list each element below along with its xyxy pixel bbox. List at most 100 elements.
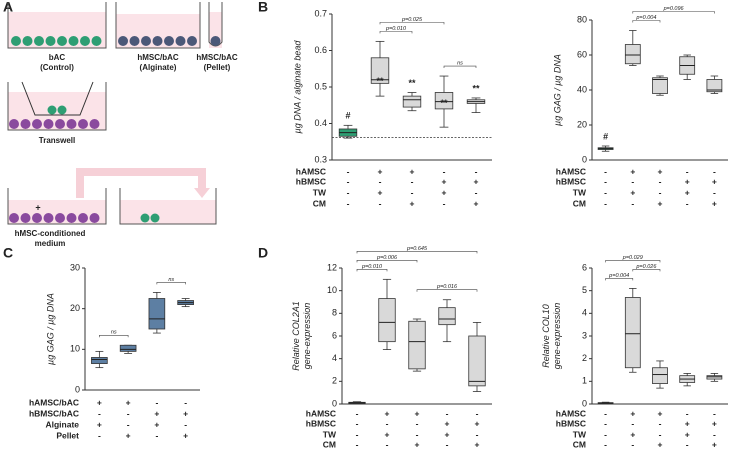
well: [7, 82, 107, 131]
box: [148, 298, 166, 330]
cell: [55, 213, 65, 223]
box: [468, 335, 486, 387]
well: [7, 188, 107, 225]
condition-sign: -: [604, 408, 607, 418]
condition-sign: -: [347, 198, 350, 208]
box: [402, 95, 422, 108]
cell: [66, 213, 77, 223]
condition-sign: +: [630, 166, 635, 176]
cell: [141, 36, 151, 46]
well: [115, 2, 201, 49]
y-tick-label: 0: [332, 398, 337, 408]
significance-bracket: [99, 334, 129, 338]
condition-sign: +: [685, 429, 690, 439]
y-tick-label: 20: [577, 119, 587, 129]
condition-sign: -: [127, 419, 130, 429]
condition-sign: +: [415, 439, 420, 449]
condition-sign: +: [442, 176, 447, 186]
condition-sign: -: [356, 418, 359, 428]
well-label: (Pellet): [204, 63, 231, 72]
well-label: hMSC-conditioned: [15, 229, 86, 238]
condition-sign: -: [604, 429, 607, 439]
significance-label: p=0.026: [635, 264, 657, 270]
condition-label: hAMSC: [556, 166, 586, 176]
cell: [66, 119, 77, 129]
panel-label: D: [258, 245, 268, 261]
condition-sign: +: [712, 418, 717, 428]
bead: [140, 213, 150, 223]
condition-sign: +: [126, 430, 131, 440]
box: [434, 92, 454, 110]
condition-label: hAMSC: [306, 408, 336, 418]
condition-sign: -: [686, 198, 689, 208]
significance-bracket: [416, 289, 478, 292]
significance-bracket: [356, 269, 388, 272]
significance-label: p=0.006: [376, 255, 398, 261]
condition-sign: +: [97, 397, 102, 407]
condition-sign: -: [713, 187, 716, 197]
y-tick-label: 30: [70, 262, 80, 272]
condition-sign: -: [98, 408, 101, 418]
significance-label: p=0.025: [401, 17, 423, 23]
condition-sign: +: [410, 198, 415, 208]
annotation: **: [376, 76, 384, 86]
pellet: [210, 36, 221, 46]
condition-sign: -: [347, 176, 350, 186]
well-label: (Control): [40, 63, 74, 72]
condition-label: CM: [573, 198, 586, 208]
condition-sign: -: [604, 187, 607, 197]
significance-bracket: [632, 20, 661, 23]
cell: [55, 119, 65, 129]
significance-bracket: [356, 260, 418, 263]
condition-sign: -: [347, 187, 350, 197]
cell: [57, 36, 67, 46]
cell: [11, 36, 21, 46]
annotation: **: [472, 83, 480, 93]
condition-label: Pellet: [56, 430, 79, 440]
significance-label: p=0.016: [436, 284, 458, 290]
cell: [118, 36, 128, 46]
condition-sign: -: [416, 429, 419, 439]
well-label: (Alginate): [140, 63, 177, 72]
y-tick-label: 10: [70, 344, 80, 354]
y-axis-title: µg GAG / µg DNA: [45, 293, 55, 365]
significance-label: p=0.029: [622, 255, 643, 261]
y-tick-label: 3: [582, 330, 587, 340]
condition-sign: +: [442, 187, 447, 197]
significance-label: ns: [111, 330, 117, 336]
condition-sign: -: [184, 397, 187, 407]
significance-bracket: [632, 11, 715, 14]
condition-sign: -: [631, 198, 634, 208]
condition-sign: -: [476, 429, 479, 439]
condition-sign: +: [154, 408, 159, 418]
condition-sign: +: [658, 408, 663, 418]
condition-sign: -: [686, 166, 689, 176]
condition-sign: -: [184, 419, 187, 429]
well-label: bAC: [49, 53, 66, 62]
condition-label: TW: [573, 429, 587, 439]
condition-sign: +: [630, 187, 635, 197]
y-tick-label: 80: [577, 14, 587, 24]
condition-sign: -: [155, 430, 158, 440]
y-tick-label: 6: [332, 330, 337, 340]
well: [119, 188, 217, 225]
significance-label: p=0.010: [385, 26, 407, 32]
y-tick-label: 12: [327, 262, 337, 272]
condition-sign: -: [659, 429, 662, 439]
condition-sign: -: [604, 176, 607, 186]
condition-sign: +: [630, 408, 635, 418]
cell: [152, 36, 163, 46]
box: [652, 77, 668, 94]
condition-sign: -: [98, 430, 101, 440]
well: [7, 2, 107, 49]
cell: [164, 36, 174, 46]
significance-label: p=0.004: [608, 273, 629, 279]
condition-sign: +: [685, 187, 690, 197]
condition-label: hAMSC: [296, 166, 326, 176]
bead: [57, 105, 67, 115]
y-axis-title: Relative COL10: [541, 304, 551, 368]
condition-sign: +: [658, 198, 663, 208]
y-axis-title: gene-expression: [552, 303, 562, 370]
y-axis-title: gene-expression: [302, 303, 312, 370]
